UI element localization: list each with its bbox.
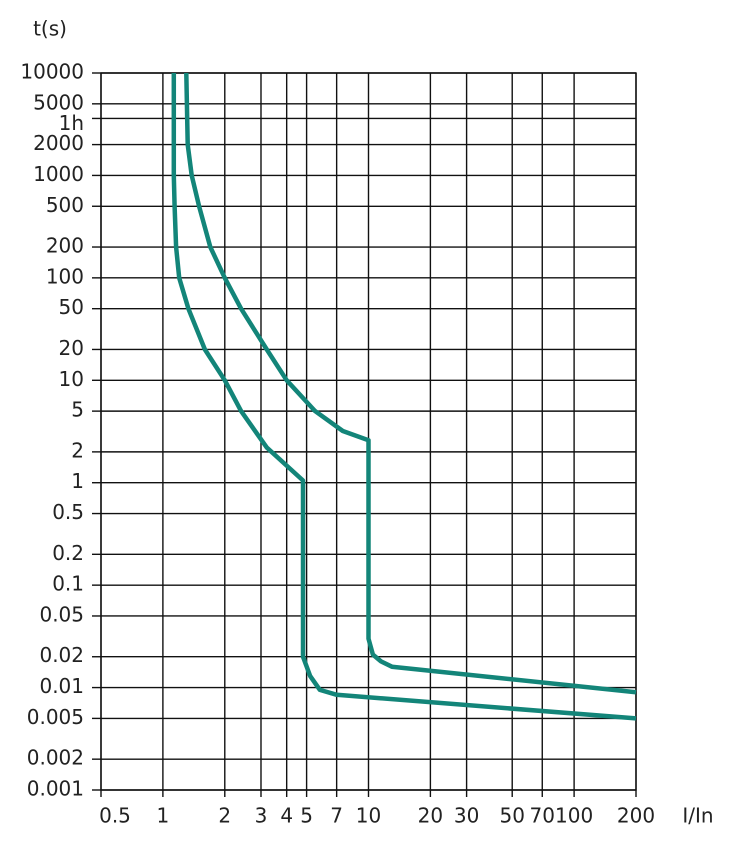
y-tick-label: 0.005 bbox=[27, 705, 84, 729]
y-tick-label: 1h bbox=[59, 111, 84, 135]
x-tick-label: 70 bbox=[530, 804, 555, 828]
trip-curve bbox=[184, 72, 637, 695]
x-tick-label: 10 bbox=[356, 804, 381, 828]
y-tick-label: 500 bbox=[46, 193, 84, 217]
y-tick-label: 5000 bbox=[33, 90, 84, 114]
trip-curve bbox=[171, 73, 637, 721]
y-tick-label: 0.05 bbox=[39, 602, 84, 626]
y-tick-label: 0.2 bbox=[52, 541, 84, 565]
x-tick-label: 200 bbox=[617, 804, 655, 828]
y-tick-label: 20 bbox=[59, 336, 84, 360]
y-axis-label: t(s) bbox=[33, 17, 67, 41]
x-axis-label: I/In bbox=[682, 804, 713, 828]
y-tick-label: 0.02 bbox=[39, 643, 84, 667]
x-tick-label: 0.5 bbox=[99, 804, 131, 828]
y-tick-label: 200 bbox=[46, 234, 84, 258]
y-tick-label: 0.01 bbox=[39, 674, 84, 698]
y-tick-label: 2000 bbox=[33, 131, 84, 155]
y-tick-label: 5 bbox=[71, 398, 84, 422]
y-tick-label: 0.5 bbox=[52, 500, 84, 524]
y-tick-label: 2 bbox=[71, 438, 84, 462]
y-tick-label: 10 bbox=[59, 367, 84, 391]
y-tick-label: 0.1 bbox=[52, 572, 84, 596]
y-tick-label: 1000 bbox=[33, 162, 84, 186]
x-tick-label: 1 bbox=[157, 804, 170, 828]
x-tick-label: 100 bbox=[555, 804, 593, 828]
y-tick-label: 100 bbox=[46, 264, 84, 288]
x-tick-label: 20 bbox=[418, 804, 443, 828]
y-tick-label: 0.002 bbox=[27, 746, 84, 770]
x-tick-label: 5 bbox=[300, 804, 313, 828]
x-tick-label: 50 bbox=[499, 804, 524, 828]
x-tick-label: 3 bbox=[255, 804, 268, 828]
x-tick-label: 2 bbox=[218, 804, 231, 828]
y-tick-label: 10000 bbox=[20, 60, 84, 84]
y-tick-label: 0.001 bbox=[27, 777, 84, 801]
y-tick-label: 1 bbox=[71, 469, 84, 493]
y-tick-label: 50 bbox=[59, 295, 84, 319]
x-tick-label: 7 bbox=[330, 804, 343, 828]
x-tick-label: 4 bbox=[280, 804, 293, 828]
x-tick-label: 30 bbox=[454, 804, 479, 828]
